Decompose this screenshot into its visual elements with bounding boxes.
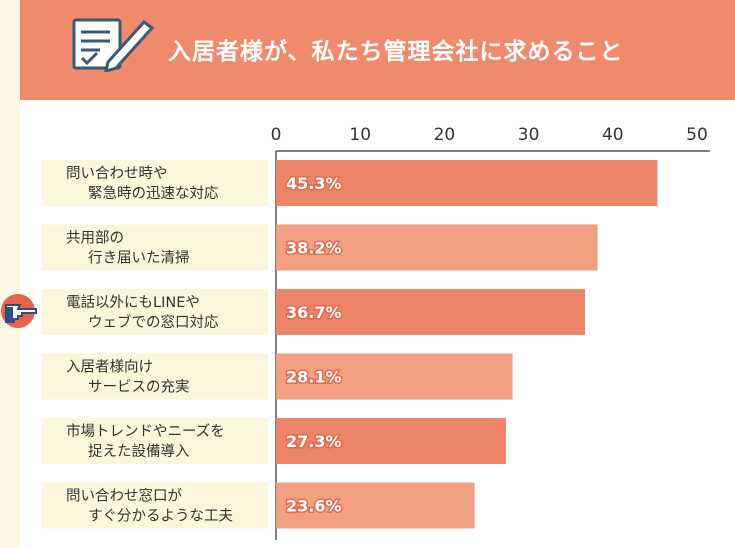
bar-value-label: 28.1% [286, 368, 342, 387]
checklist-icon [68, 14, 158, 76]
bar [276, 289, 586, 335]
category-label-box [42, 418, 268, 464]
category-label-box [42, 224, 268, 271]
bar [276, 418, 506, 464]
bar-value-label: 45.3% [286, 174, 342, 193]
bar-value-label: 36.7% [286, 303, 342, 322]
header-banner: 入居者様が、私たち管理会社に求めること [20, 0, 735, 100]
category-label: 電話以外にもLINEや [66, 294, 200, 311]
bar-value-label: 23.6% [286, 497, 342, 516]
category-label: 市場トレンドやニーズを [66, 423, 225, 440]
x-tick-label: 0 [271, 125, 282, 145]
category-label: 緊急時の迅速な対応 [88, 185, 219, 202]
category-label-box [42, 160, 268, 206]
category-label-box [42, 482, 268, 529]
bar [276, 353, 513, 400]
category-label: 問い合わせ時や [66, 165, 168, 182]
x-tick-label: 10 [349, 125, 371, 145]
category-label: 入居者様向け [66, 359, 153, 376]
bar [276, 160, 658, 206]
x-tick-label: 20 [434, 125, 456, 145]
category-label-box [42, 353, 268, 400]
x-tick-label: 50 [686, 125, 708, 145]
bar [276, 224, 598, 271]
pointing-hand-icon [0, 293, 40, 333]
x-tick-label: 30 [518, 125, 540, 145]
category-label: ウェブでの窓口対応 [88, 313, 219, 331]
bar [276, 482, 475, 529]
category-label: すぐ分かるような工夫 [88, 508, 233, 525]
bar-value-label: 27.3% [286, 432, 342, 451]
bar-value-label: 38.2% [286, 239, 342, 258]
left-decor-strip [0, 0, 20, 548]
category-label: サービスの充実 [88, 379, 190, 396]
category-label: 問い合わせ窓口が [66, 487, 182, 505]
page-title: 入居者様が、私たち管理会社に求めること [168, 39, 624, 65]
category-label: 捉えた設備導入 [88, 443, 190, 460]
category-label: 共用部の [66, 230, 124, 247]
category-label: 行き届いた清掃 [88, 249, 190, 267]
x-tick-label: 40 [602, 125, 624, 145]
category-label-box [42, 289, 268, 335]
